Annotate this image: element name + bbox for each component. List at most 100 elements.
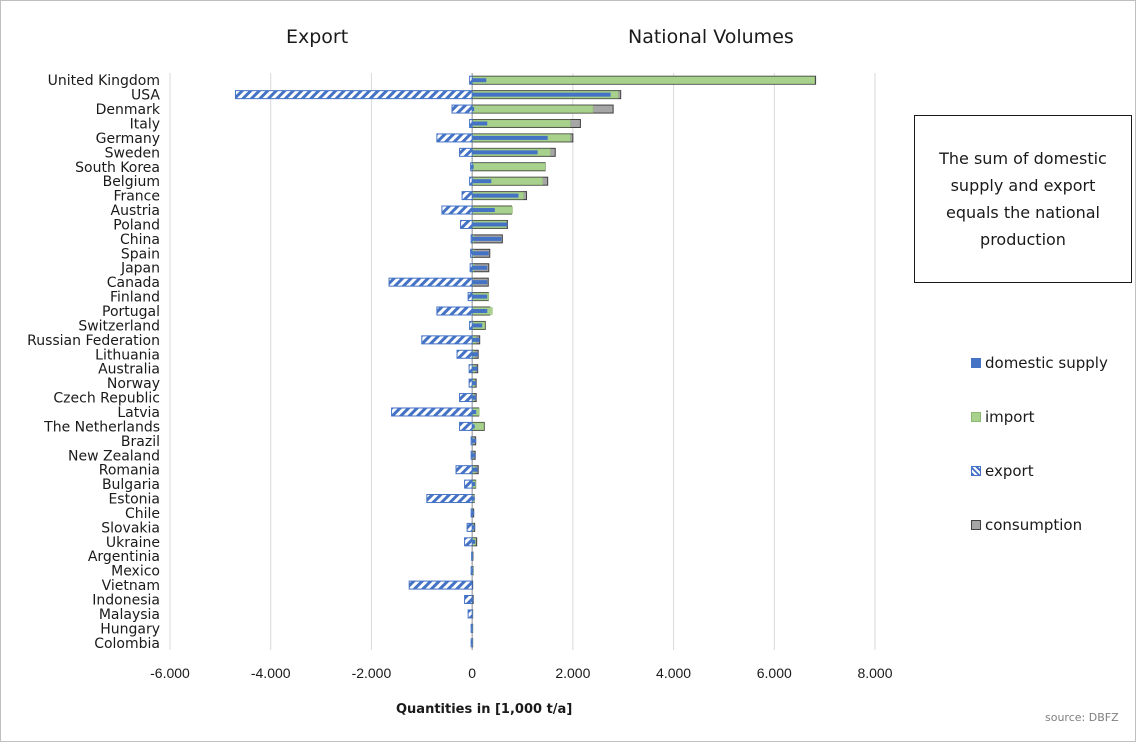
category-label: Czech Republic (53, 391, 160, 407)
x-axis-title: Quantities in [1,000 t/a] (396, 702, 573, 717)
category-label: Finland (110, 290, 160, 306)
bar-domestic-supply (472, 438, 477, 443)
bar-domestic-supply (472, 337, 480, 342)
x-tick-label: 2.000 (555, 665, 590, 681)
category-label: Portugal (102, 304, 160, 320)
bar-export (469, 176, 473, 186)
category-label: Belgium (103, 174, 160, 190)
category-label: Argentinia (88, 549, 160, 565)
legend-label-export: export (985, 462, 1034, 480)
category-label: Australia (98, 362, 160, 378)
bar-domestic-supply (472, 280, 488, 285)
bar-export (467, 609, 473, 619)
bar-import (471, 76, 815, 84)
bar-domestic-supply (472, 366, 478, 371)
bar-domestic-supply (472, 323, 483, 328)
bar-export (460, 219, 473, 229)
export-heading: Export (286, 26, 349, 48)
bar-domestic-supply (472, 467, 478, 472)
legend-label-consumption: consumption (985, 516, 1083, 534)
bar-domestic-supply (472, 222, 508, 227)
bar-domestic-supply (472, 78, 487, 83)
bar-domestic-supply (472, 309, 488, 314)
bar-export (436, 133, 473, 143)
bar-import (471, 163, 546, 171)
category-label: Lithuania (95, 347, 160, 363)
category-labels: United KingdomUSADenmarkItalyGermanySwed… (27, 73, 161, 652)
bar-export (470, 508, 473, 518)
bar-export (470, 450, 473, 460)
category-label: Malaysia (99, 607, 160, 623)
bar-domestic-supply (472, 352, 479, 357)
bar-domestic-supply (472, 193, 519, 198)
x-tick-label: -4.000 (251, 665, 291, 681)
bar-domestic-supply (472, 409, 477, 414)
bar-export (471, 551, 473, 561)
category-label: Colombia (94, 636, 160, 652)
category-label: Russian Federation (27, 333, 160, 349)
bar-export (426, 494, 473, 504)
x-tick-label: 8.000 (857, 665, 892, 681)
bar-export (421, 335, 473, 345)
x-tick-label: -6.000 (150, 665, 190, 681)
bar-domestic-supply (472, 150, 538, 155)
category-label: Austria (111, 203, 160, 219)
legend-swatch-consumption (971, 520, 981, 530)
bar-domestic-supply (472, 265, 488, 270)
legend-swatch-domestic-supply (971, 358, 981, 368)
national-volumes-heading: National Volumes (628, 26, 794, 48)
category-label: Estonia (108, 492, 160, 508)
bar-domestic-supply (472, 510, 475, 515)
category-label: Vietnam (102, 578, 160, 594)
bar-export (470, 623, 473, 633)
bar-export (408, 580, 473, 590)
x-tick-labels: -6.000 -4.000 -2.000 0 2.000 4.000 6.000 8.000 (150, 665, 893, 681)
bar-domestic-supply (472, 424, 475, 429)
category-label: South Korea (75, 160, 160, 176)
bar-domestic-supply (472, 496, 475, 501)
category-label: Brazil (121, 434, 160, 450)
category-label: Poland (113, 217, 160, 233)
category-label: Germany (96, 131, 160, 147)
source-note: source: DBFZ (1045, 711, 1119, 724)
category-label: Slovakia (101, 520, 160, 536)
x-tick-label: 4.000 (656, 665, 691, 681)
gridlines (169, 73, 876, 650)
x-tick-label: 6.000 (757, 665, 792, 681)
category-label: Switzerland (78, 318, 160, 334)
category-label: Ukraine (106, 535, 160, 551)
bar-domestic-supply (472, 597, 474, 602)
bar-domestic-supply (472, 294, 488, 299)
legend-item-export: export (971, 462, 1034, 480)
bar-domestic-supply (472, 135, 548, 140)
bar-export (464, 537, 473, 547)
bar-export (470, 162, 473, 172)
note-text: The sum of domestic supply and export eq… (939, 149, 1107, 249)
bar-export (469, 75, 473, 85)
category-label: Indonesia (92, 593, 160, 609)
bar-domestic-supply (472, 92, 611, 97)
bar-export (470, 566, 473, 576)
bars (234, 75, 817, 648)
bar-export (455, 465, 473, 475)
bar-domestic-supply (472, 121, 488, 126)
legend-item-import: import (971, 408, 1035, 426)
bar-export (441, 205, 473, 215)
bar-export (470, 638, 473, 648)
category-label: Spain (121, 246, 160, 262)
category-label: The Netherlands (43, 419, 160, 435)
category-label: USA (131, 88, 160, 104)
bar-export (388, 277, 473, 287)
bar-export (459, 393, 473, 403)
category-label: United Kingdom (48, 73, 160, 89)
bar-export (470, 248, 473, 258)
bar-domestic-supply (472, 381, 477, 386)
category-label: Norway (107, 376, 160, 392)
category-label: Japan (120, 261, 160, 277)
bar-domestic-supply (472, 395, 477, 400)
bar-export (459, 421, 473, 431)
category-label: Bulgaria (102, 477, 160, 493)
legend-swatch-import (971, 412, 981, 422)
category-label: New Zealand (68, 448, 160, 464)
